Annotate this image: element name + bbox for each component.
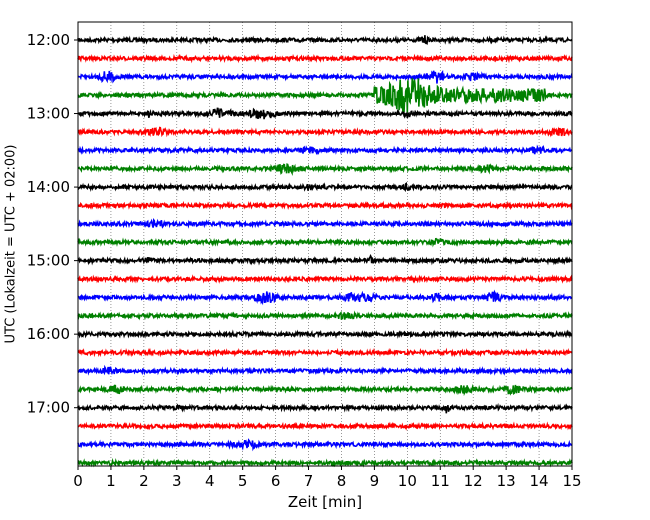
seismogram-trace [77, 438, 573, 452]
x-tick-label: 1 [106, 472, 116, 490]
seismogram-trace [77, 347, 573, 358]
seismogram-trace [77, 402, 573, 414]
y-tick-label: 12:00 [27, 31, 70, 49]
x-tick-label: 0 [73, 472, 83, 490]
y-tick-label: 16:00 [27, 325, 70, 343]
y-tick-label: 14:00 [27, 178, 70, 196]
y-axis-label: UTC (Lokalzeit = UTC + 02:00) [4, 145, 19, 344]
x-tick-label: 12 [464, 472, 483, 490]
seismogram-trace [77, 218, 573, 229]
seismogram-trace [77, 253, 573, 266]
seismogram-trace [77, 237, 573, 248]
seismogram-trace [77, 383, 573, 397]
x-tick-label: 10 [398, 472, 417, 490]
seismogram-trace [77, 69, 573, 84]
seismogram-trace [77, 457, 573, 468]
y-axis-ticks: 12:00 13:00 14:00 15:00 16:00 17:00 [27, 31, 78, 417]
x-tick-label: 9 [370, 472, 380, 490]
x-tick-label: 8 [337, 472, 347, 490]
plot-frame [77, 21, 573, 467]
y-tick-label: 13:00 [27, 105, 70, 123]
x-axis-ticks: 0 1 2 3 4 5 6 7 8 9 10 11 12 13 14 15 [73, 466, 582, 490]
seismogram-trace [77, 182, 573, 193]
x-tick-label: 3 [172, 472, 182, 490]
traces [77, 35, 573, 468]
x-tick-label: 2 [139, 472, 149, 490]
seismogram-trace [77, 78, 573, 113]
seismogram-trace [77, 310, 573, 321]
seismogram-trace [77, 421, 573, 431]
seismogram-trace [77, 53, 573, 64]
seismogram-trace [77, 364, 573, 376]
seismogram-trace [77, 200, 573, 211]
seismogram-trace [77, 329, 573, 339]
seismogram-trace [77, 274, 573, 284]
x-tick-label: 4 [205, 472, 215, 490]
seismogram-trace [77, 35, 573, 46]
y-tick-label: 15:00 [27, 252, 70, 270]
seismogram-trace [77, 126, 573, 138]
seismogram-trace [77, 107, 573, 120]
x-tick-label: 6 [271, 472, 281, 490]
x-tick-label: 11 [431, 472, 450, 490]
seismogram-trace [77, 163, 573, 176]
seismogram-trace [77, 289, 573, 306]
y-tick-label: 17:00 [27, 399, 70, 417]
x-tick-label: 13 [497, 472, 516, 490]
x-tick-label: 5 [238, 472, 248, 490]
x-tick-label: 14 [530, 472, 549, 490]
x-axis-label: Zeit [min] [288, 493, 362, 511]
x-tick-label: 7 [304, 472, 314, 490]
seismogram-trace [77, 144, 573, 156]
x-tick-label: 15 [562, 472, 581, 490]
